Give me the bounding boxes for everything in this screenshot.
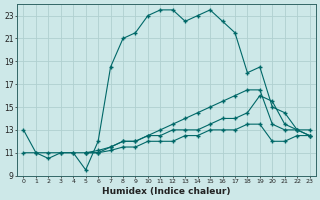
X-axis label: Humidex (Indice chaleur): Humidex (Indice chaleur) xyxy=(102,187,231,196)
